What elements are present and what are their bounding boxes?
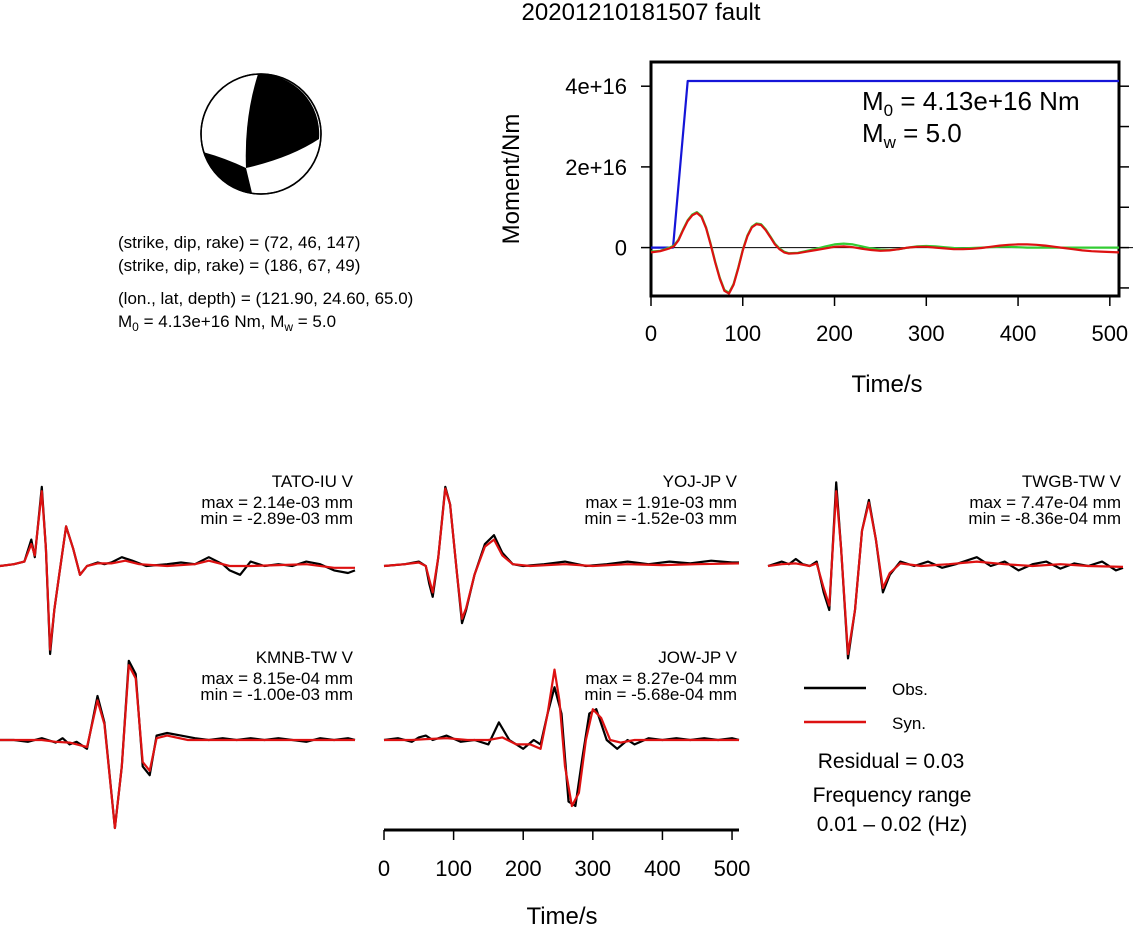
synthetic-trace xyxy=(767,490,1124,656)
station-label: JOW-JP V xyxy=(658,648,737,667)
moment-ytick-label: 4e+16 xyxy=(565,74,627,99)
amplitude-max: max = 1.91e-03 mm xyxy=(585,493,737,512)
waveform-xtick-label: 300 xyxy=(574,856,611,881)
m0-annotation-symbol: M xyxy=(862,86,884,116)
m0-annotation-sub: 0 xyxy=(884,101,893,120)
amplitude-min: min = -8.36e-04 mm xyxy=(968,509,1121,528)
synthetic-trace xyxy=(384,668,739,808)
moment-summary: M0 = 4.13e+16 Nm, Mw = 5.0 xyxy=(118,312,336,334)
m0-annotation-value: = 4.13e+16 Nm xyxy=(893,86,1079,116)
amplitude-min: min = -5.68e-04 mm xyxy=(584,685,737,704)
moment-chart-series xyxy=(650,79,1120,295)
hypocenter: (lon., lat, depth) = (121.90, 24.60, 65.… xyxy=(118,289,413,308)
mechanism-info: (strike, dip, rake) = (72, 46, 147) (str… xyxy=(118,233,413,334)
amplitude-max: max = 8.27e-04 mm xyxy=(585,669,737,688)
mw-value: = 5.0 xyxy=(293,312,336,331)
station-label: YOJ-JP V xyxy=(663,472,738,491)
waveform-xtick-label: 400 xyxy=(644,856,681,881)
moment-ytick-label: 0 xyxy=(615,236,627,261)
mw-subscript: w xyxy=(283,320,293,334)
mw-annotation-symbol: M xyxy=(862,118,884,148)
legend-obs-label: Obs. xyxy=(892,680,928,699)
observed-trace xyxy=(383,485,739,625)
moment-chart-m0-annotation: M0 = 4.13e+16 Nm xyxy=(862,86,1080,120)
station-label: KMNB-TW V xyxy=(256,648,354,667)
moment-ytick-label: 2e+16 xyxy=(565,155,627,180)
moment-chart-ylabel: Moment/Nm xyxy=(498,114,525,245)
moment-curve xyxy=(651,79,1119,249)
moment-xtick-label: 500 xyxy=(1091,321,1128,346)
legend-syn-label: Syn. xyxy=(892,714,926,733)
amplitude-max: max = 7.47e-04 mm xyxy=(969,493,1121,512)
m0-value: = 4.13e+16 Nm, M xyxy=(139,312,285,331)
moment-rate-synthetic xyxy=(650,211,1120,295)
residual-label: Residual = 0.03 xyxy=(818,750,965,773)
amplitude-min: min = -1.00e-03 mm xyxy=(200,685,353,704)
figure-title: 20201210181507 fault xyxy=(522,0,761,26)
mw-annotation-sub: w xyxy=(883,133,897,152)
focal-mechanism-beachball xyxy=(200,73,322,195)
moment-chart-mw-annotation: Mw = 5.0 xyxy=(862,118,962,152)
amplitude-min: min = -2.89e-03 mm xyxy=(200,509,353,528)
amplitude-max: max = 8.15e-04 mm xyxy=(201,669,353,688)
moment-chart-axes: 0 100 200 300 400 500 0 2e+16 4e+16 xyxy=(565,74,1133,346)
waveform-xtick-label: 500 xyxy=(714,856,751,881)
synthetic-trace xyxy=(0,664,355,830)
moment-xtick-label: 400 xyxy=(1000,321,1037,346)
waveform-time-axis: Time/s 0 100 200 300 400 500 xyxy=(378,828,751,927)
beachball-compressional-quadrant-1 xyxy=(245,73,320,168)
moment-xtick-label: 100 xyxy=(724,321,761,346)
frequency-range-label: Frequency range xyxy=(813,784,972,807)
moment-xtick-label: 200 xyxy=(816,321,853,346)
waveform-xlabel: Time/s xyxy=(526,903,597,927)
amplitude-max: max = 2.14e-03 mm xyxy=(201,493,353,512)
synthetic-trace xyxy=(0,490,355,651)
waveform-xtick-label: 0 xyxy=(378,856,390,881)
moment-chart-frame xyxy=(649,60,1121,298)
nodal-plane-2: (strike, dip, rake) = (186, 67, 49) xyxy=(118,256,360,275)
waveform-xtick-label: 200 xyxy=(505,856,542,881)
moment-xtick-label: 0 xyxy=(645,321,657,346)
nodal-plane-1: (strike, dip, rake) = (72, 46, 147) xyxy=(118,233,360,252)
m0-subscript: 0 xyxy=(132,320,139,334)
station-label: TWGB-TW V xyxy=(1022,472,1122,491)
station-label: TATO-IU V xyxy=(272,472,354,491)
mw-annotation-value: = 5.0 xyxy=(896,118,962,148)
m0-symbol: M xyxy=(118,312,132,331)
moment-chart: 0 100 200 300 400 500 0 2e+16 4e+16 Moment/Nm Ti… xyxy=(498,60,1133,398)
beachball-compressional-quadrant-2 xyxy=(203,152,252,193)
moment-xtick-label: 300 xyxy=(908,321,945,346)
observed-trace xyxy=(383,686,740,808)
synthetic-trace xyxy=(383,487,740,620)
amplitude-min: min = -1.52e-03 mm xyxy=(584,509,737,528)
moment-chart-xlabel: Time/s xyxy=(851,371,922,398)
waveform-legend: Obs. Syn. Residual = 0.03 Frequency rang… xyxy=(804,680,971,836)
frequency-range-value: 0.01 – 0.02 (Hz) xyxy=(817,813,968,836)
waveform-xtick-label: 100 xyxy=(435,856,472,881)
beachball-outline-top xyxy=(200,73,322,195)
